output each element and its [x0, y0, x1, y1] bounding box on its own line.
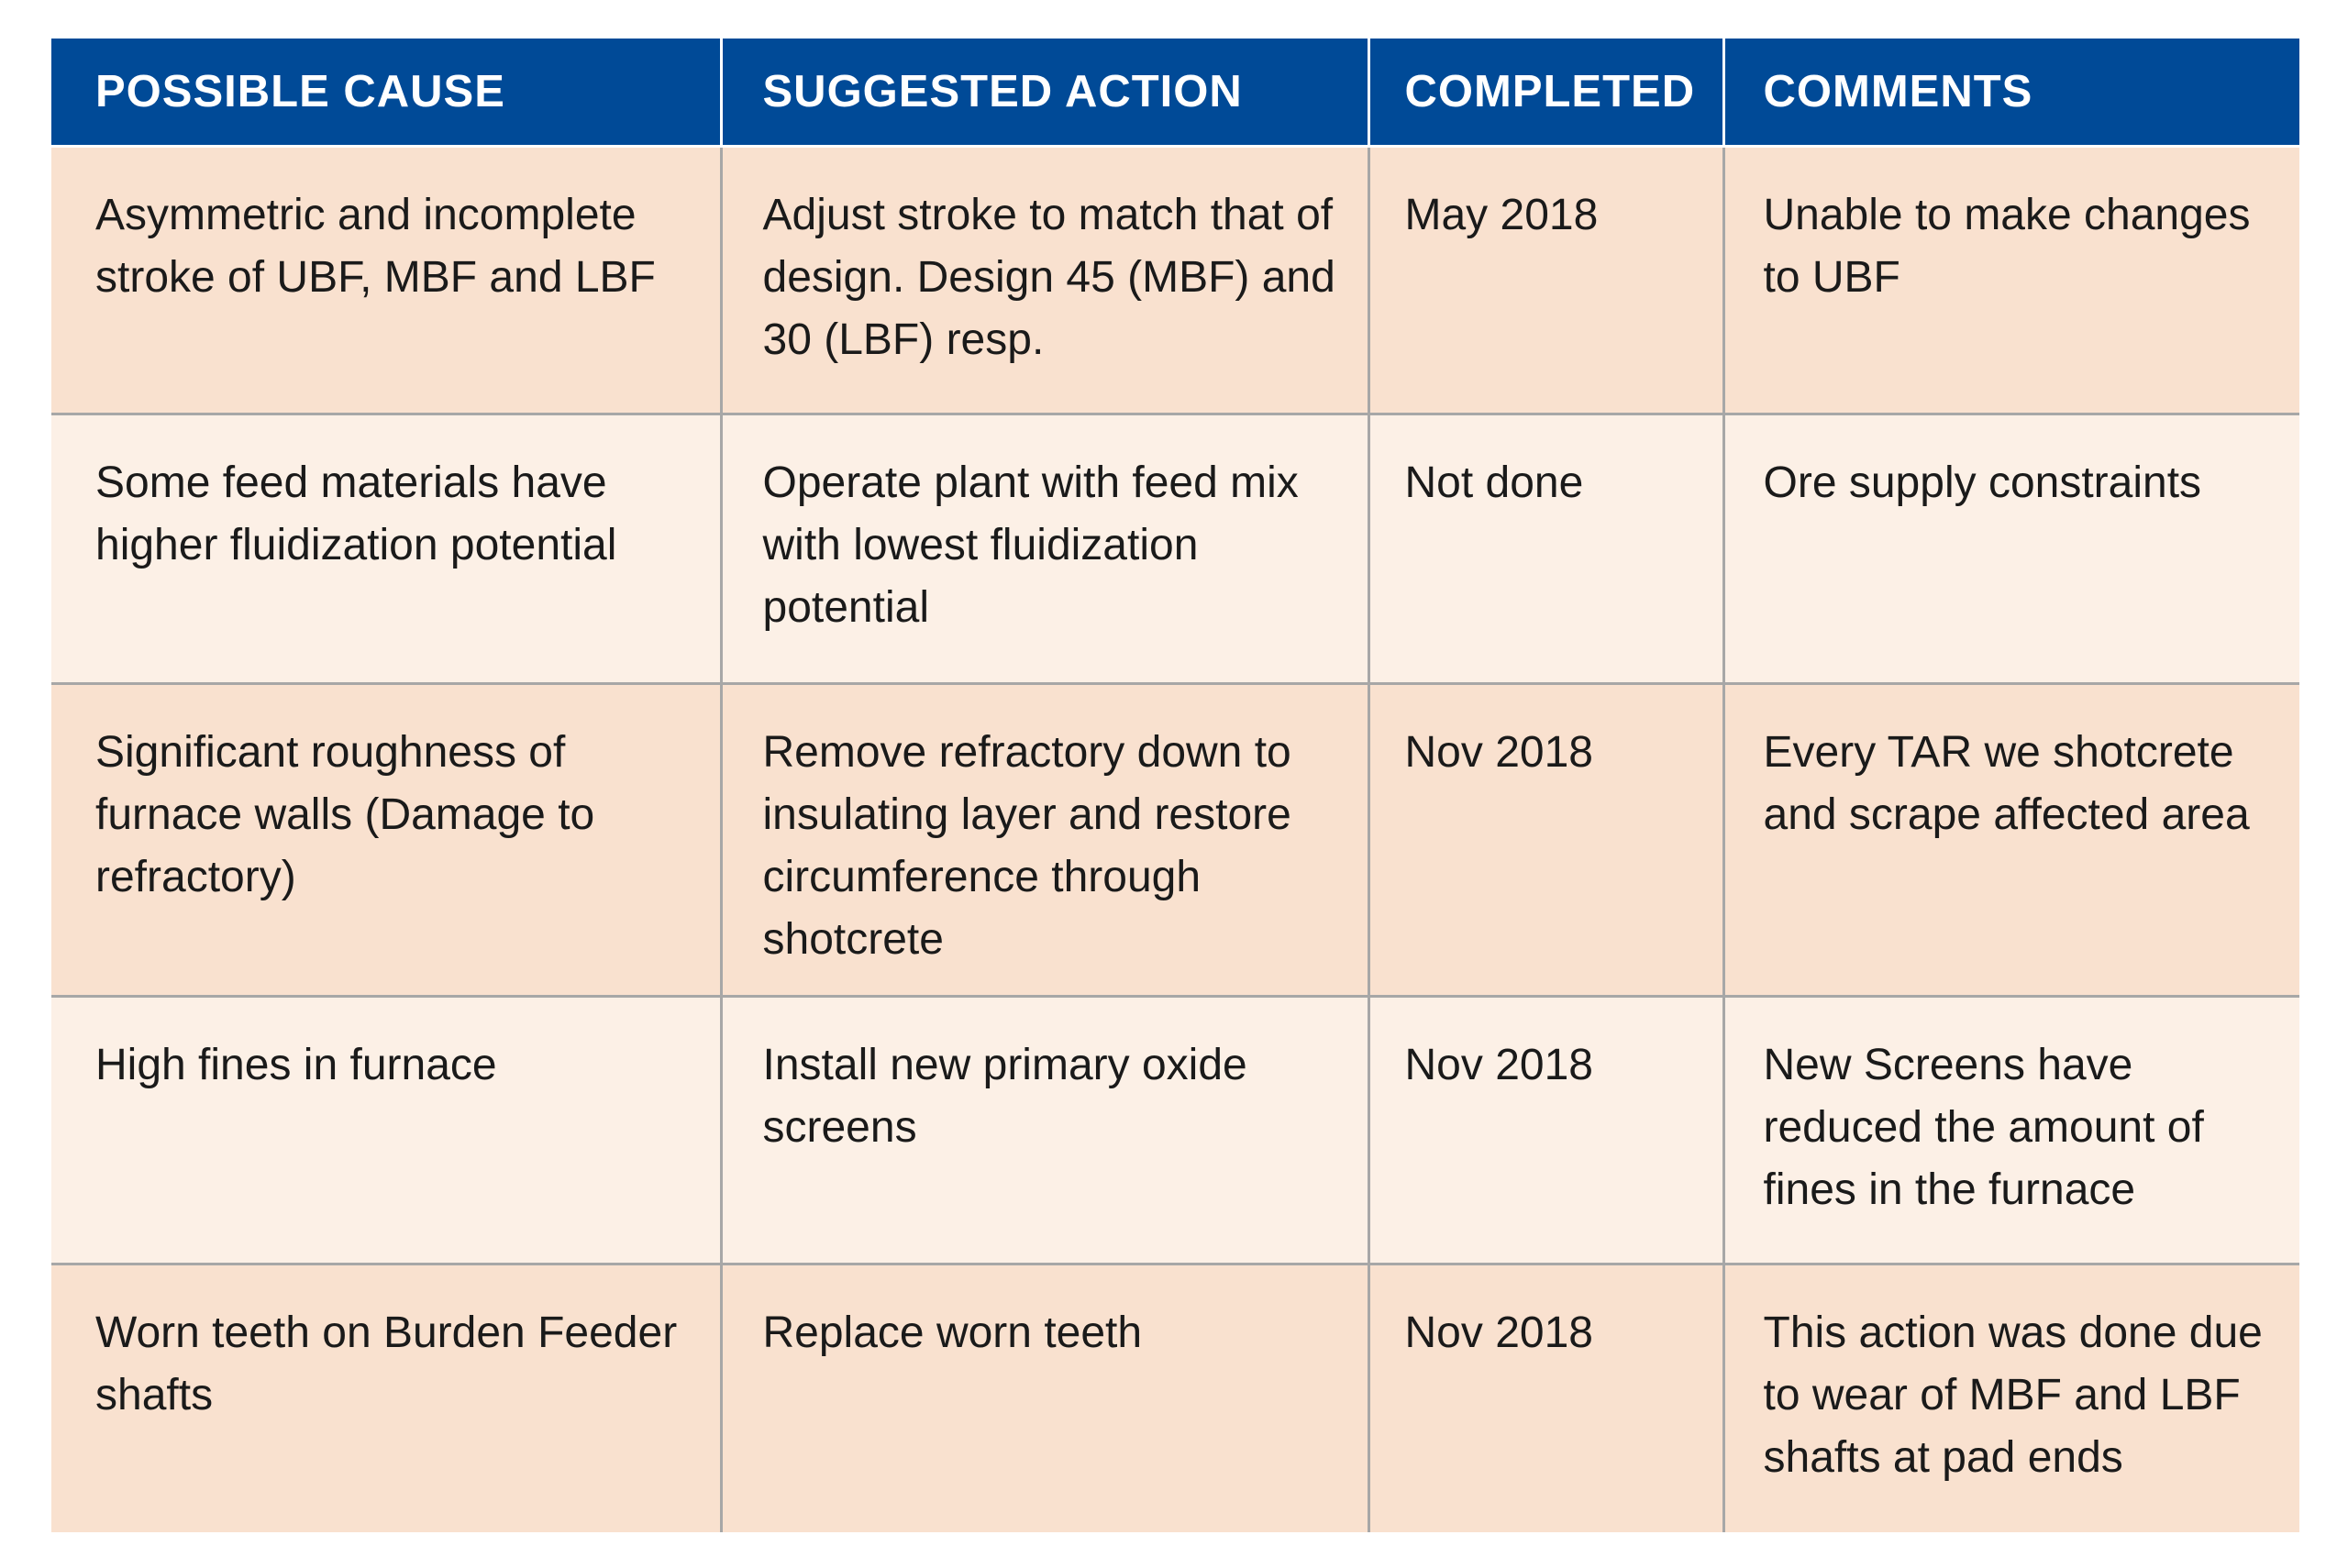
cell-comments: Unable to make changes to UBF	[1722, 144, 2299, 414]
header-possible-cause: POSSIBLE CAUSE	[51, 39, 721, 148]
table-header: POSSIBLE CAUSE SUGGESTED ACTION COMPLETE…	[51, 39, 2299, 148]
header-suggested-action: SUGGESTED ACTION	[719, 39, 1368, 148]
troubleshooting-table: POSSIBLE CAUSE SUGGESTED ACTION COMPLETE…	[51, 39, 2299, 1532]
header-row: POSSIBLE CAUSE SUGGESTED ACTION COMPLETE…	[51, 39, 2299, 148]
troubleshooting-table-container: POSSIBLE CAUSE SUGGESTED ACTION COMPLETE…	[51, 39, 2299, 1532]
cell-suggested-action: Replace worn teeth	[719, 1262, 1368, 1532]
cell-completed: Not done	[1367, 412, 1723, 683]
cell-completed: Nov 2018	[1367, 994, 1723, 1264]
cell-completed: Nov 2018	[1367, 681, 1723, 996]
cell-possible-cause: Asymmetric and incomplete stroke of UBF,…	[51, 144, 721, 414]
cell-possible-cause: Some feed materials have higher fluidiza…	[51, 412, 721, 683]
table-body: Asymmetric and incomplete stroke of UBF,…	[51, 144, 2299, 1532]
cell-suggested-action: Operate plant with feed mix with lowest …	[719, 412, 1368, 683]
cell-suggested-action: Remove refractory down to insulating lay…	[719, 681, 1368, 996]
table-row: Asymmetric and incomplete stroke of UBF,…	[51, 144, 2299, 414]
cell-possible-cause: High fines in furnace	[51, 994, 721, 1264]
cell-comments: This action was done due to wear of MBF …	[1722, 1262, 2299, 1532]
cell-comments: New Screens have reduced the amount of f…	[1722, 994, 2299, 1264]
header-comments: COMMENTS	[1722, 39, 2299, 148]
table-row: Worn teeth on Burden Feeder shafts Repla…	[51, 1262, 2299, 1532]
cell-comments: Every TAR we shotcrete and scrape affect…	[1722, 681, 2299, 996]
cell-comments: Ore supply constraints	[1722, 412, 2299, 683]
header-completed: COMPLETED	[1367, 39, 1723, 148]
cell-suggested-action: Install new primary oxide screens	[719, 994, 1368, 1264]
table-row: High fines in furnace Install new primar…	[51, 994, 2299, 1264]
table-row: Significant roughness of furnace walls (…	[51, 681, 2299, 996]
cell-suggested-action: Adjust stroke to match that of design. D…	[719, 144, 1368, 414]
cell-completed: Nov 2018	[1367, 1262, 1723, 1532]
cell-completed: May 2018	[1367, 144, 1723, 414]
cell-possible-cause: Worn teeth on Burden Feeder shafts	[51, 1262, 721, 1532]
table-row: Some feed materials have higher fluidiza…	[51, 412, 2299, 683]
cell-possible-cause: Significant roughness of furnace walls (…	[51, 681, 721, 996]
